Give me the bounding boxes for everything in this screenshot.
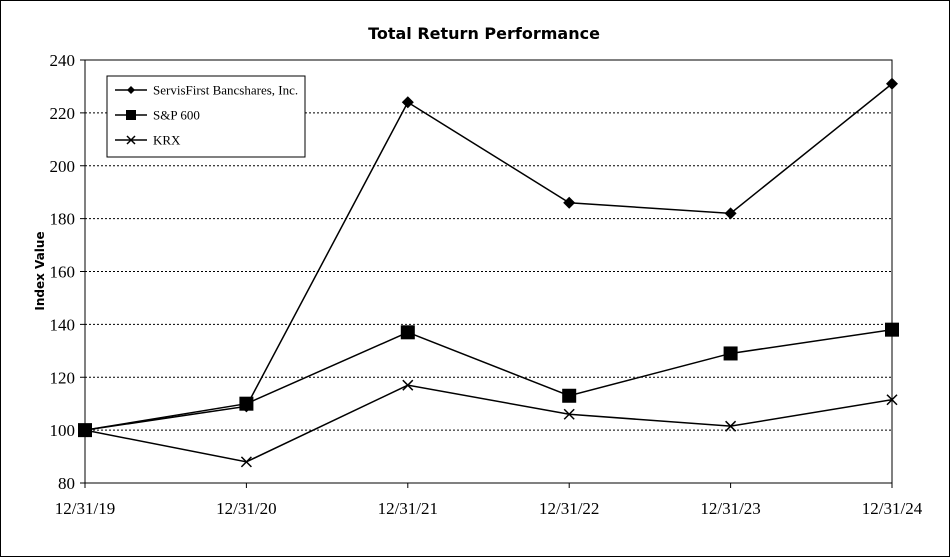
x-tick-label: 12/31/19 — [55, 499, 115, 518]
x-tick-label: 12/31/20 — [216, 499, 276, 518]
data-point-x — [240, 456, 252, 468]
legend-marker-x-stroke — [126, 135, 136, 145]
data-point-x-stroke — [402, 379, 414, 391]
series-line-3 — [84, 384, 893, 463]
data-point-diamond — [401, 96, 414, 109]
legend-marker-diamond — [127, 86, 135, 94]
x-tick-label: 12/31/23 — [700, 499, 760, 518]
series-line-2 — [84, 328, 893, 431]
data-point-x-stroke — [240, 456, 252, 468]
y-tick-label: 100 — [50, 421, 76, 440]
legend-label: ServisFirst Bancshares, Inc. — [153, 83, 298, 98]
chart-title: Total Return Performance — [368, 24, 600, 43]
legend-label: KRX — [153, 133, 181, 148]
y-tick-label: 180 — [50, 210, 76, 229]
data-point-x — [402, 379, 414, 391]
data-point-square — [562, 388, 577, 403]
data-point-x-stroke — [886, 394, 898, 406]
data-point-square — [400, 325, 415, 340]
data-point-diamond — [563, 196, 576, 209]
y-axis-label: Index Value — [33, 231, 47, 310]
y-tick-label: 220 — [50, 104, 76, 123]
series-line-1 — [84, 83, 893, 431]
y-tick-label: 140 — [50, 315, 76, 334]
x-tick-label: 12/31/24 — [862, 499, 923, 518]
legend-label: S&P 600 — [153, 108, 200, 123]
data-point-square — [239, 396, 254, 411]
data-point-diamond — [886, 77, 898, 90]
data-point-x-stroke — [79, 424, 91, 436]
data-point-x — [886, 394, 898, 406]
data-point-x-stroke — [563, 408, 575, 420]
data-point-square — [885, 322, 899, 337]
data-point-x-stroke — [725, 420, 737, 432]
legend-marker-x — [126, 135, 136, 145]
x-tick-label: 12/31/22 — [539, 499, 599, 518]
y-tick-label: 120 — [50, 368, 76, 387]
data-point-diamond — [724, 207, 737, 220]
data-point-x — [725, 420, 737, 432]
y-tick-label: 240 — [50, 51, 76, 70]
y-tick-label: 80 — [58, 474, 75, 493]
y-tick-label: 200 — [50, 157, 76, 176]
y-tick-label: 160 — [50, 263, 76, 282]
data-point-square — [723, 346, 738, 361]
data-point-x — [79, 424, 91, 436]
x-tick-label: 12/31/21 — [378, 499, 438, 518]
data-point-x — [563, 408, 575, 420]
legend-marker-square — [126, 110, 136, 120]
